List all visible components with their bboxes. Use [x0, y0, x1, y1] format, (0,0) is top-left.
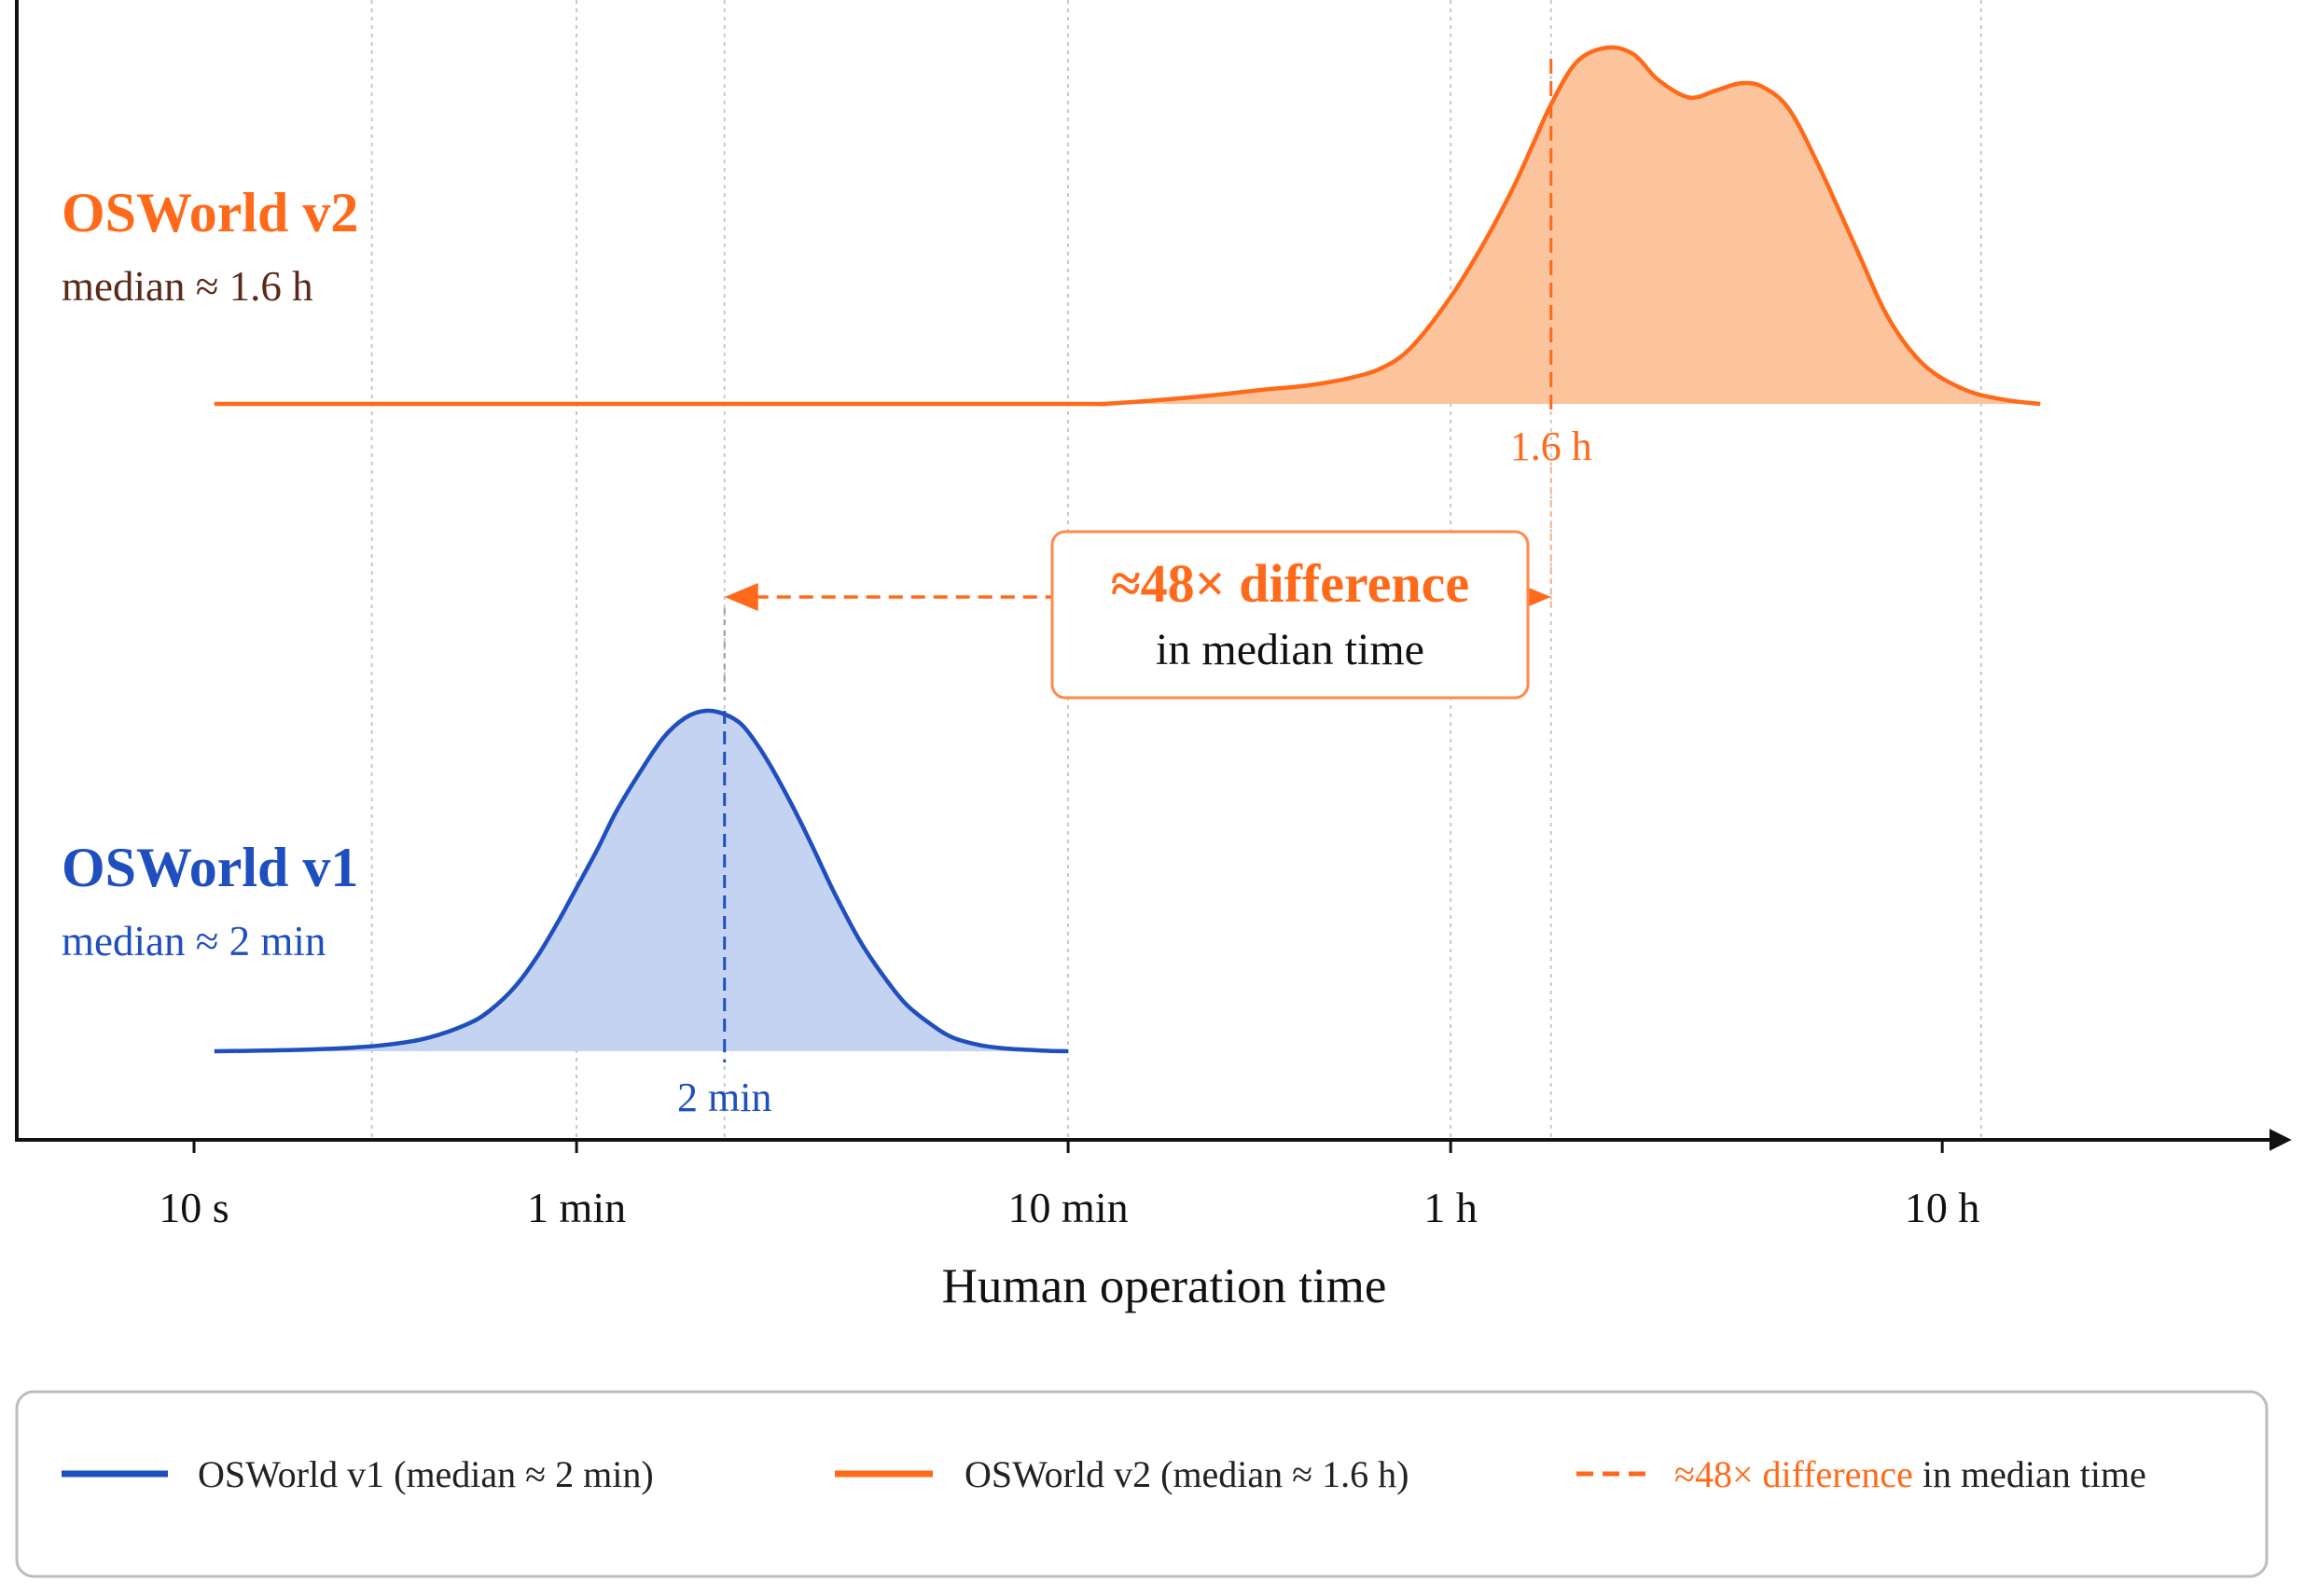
x-tick-label-1: 1 min — [527, 1184, 626, 1231]
median-markers: 2 min 1.6 h — [677, 59, 1592, 1120]
difference-headline: ≈48× difference — [1111, 553, 1469, 614]
difference-arrow-left-head — [724, 583, 758, 611]
x-tick-label-0: 10 s — [159, 1184, 229, 1231]
x-tick-label-4: 10 h — [1905, 1184, 1980, 1231]
v1-density — [214, 708, 1069, 1054]
legend: OSWorld v1 (median ≈ 2 min) OSWorld v2 (… — [15, 1390, 2269, 1578]
legend-difference-suffix: in median time — [1913, 1453, 2146, 1495]
difference-detail: in median time — [1156, 625, 1424, 674]
v2-median-label: 1.6 h — [1510, 423, 1592, 469]
x-tick-label-2: 10 min — [1008, 1184, 1129, 1231]
v1-density-fill — [214, 710, 1069, 1051]
v2-density — [214, 45, 2041, 407]
v2-median-subtitle: median ≈ 1.6 h — [62, 263, 313, 310]
v1-median-label: 2 min — [677, 1075, 771, 1120]
legend-box — [15, 1390, 2269, 1578]
x-axis-ticks: 10 s 1 min 10 min 1 h 10 h — [159, 1140, 1979, 1231]
legend-difference-prefix: ≈48× difference — [1674, 1453, 1913, 1495]
v1-density-curve — [214, 708, 1069, 1054]
x-tick-label-3: 1 h — [1423, 1184, 1478, 1231]
difference-callout-box — [1050, 530, 1530, 700]
v2-density-curve — [214, 45, 2041, 407]
legend-v2-label: OSWorld v2 (median ≈ 1.6 h) — [965, 1453, 1409, 1495]
x-axis-title: Human operation time — [942, 1259, 1387, 1313]
v1-median-subtitle: median ≈ 2 min — [62, 918, 326, 965]
v1-series-title: OSWorld v1 — [62, 837, 358, 898]
v2-density-fill — [214, 47, 2041, 405]
legend-v1-label: OSWorld v1 (median ≈ 2 min) — [198, 1453, 654, 1495]
v2-series-title: OSWorld v2 — [62, 182, 358, 243]
legend-difference-label: ≈48× difference in median time — [1674, 1453, 2146, 1495]
